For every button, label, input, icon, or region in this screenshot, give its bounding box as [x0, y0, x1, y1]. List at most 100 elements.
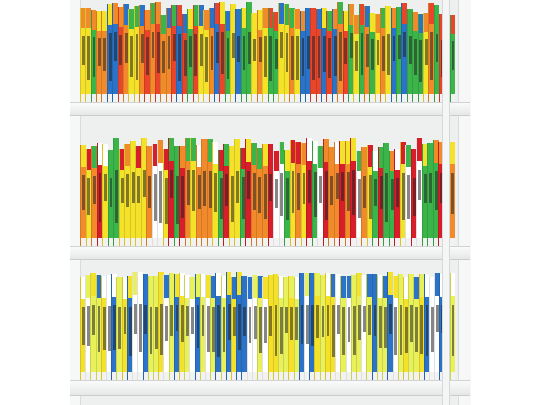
book-spine-band: [373, 151, 379, 171]
book-spine-foot: [423, 94, 429, 102]
book-spine: [228, 146, 235, 246]
book-spine-title: [201, 305, 205, 336]
book-spine-title: [412, 178, 416, 216]
book-spine-title: [408, 36, 412, 64]
book-spine-band: [381, 8, 386, 28]
book-spine-foot: [138, 372, 143, 380]
book-spine: [176, 5, 183, 102]
book-spine-foot: [428, 238, 434, 246]
book-spine-title: [98, 38, 101, 66]
book-spine-title: [378, 306, 382, 348]
book-spine: [449, 273, 455, 380]
book-spine: [80, 277, 86, 380]
book-spine: [251, 275, 258, 380]
book-spine: [413, 277, 419, 380]
book-spine-foot: [268, 372, 274, 380]
book-spine-band: [113, 3, 118, 24]
book-spine-title: [371, 39, 375, 70]
book-spine: [337, 2, 343, 102]
book-spine-foot: [398, 372, 404, 380]
book-spine-band: [370, 13, 376, 32]
book-spine-foot: [414, 372, 419, 380]
book-spine-band: [413, 12, 418, 31]
book-spine: [184, 138, 191, 246]
book-spine-band: [169, 138, 175, 161]
book-spine-title: [87, 178, 91, 215]
book-spine-foot: [101, 372, 107, 380]
book-spine: [418, 274, 425, 380]
book-spine-title: [175, 176, 179, 224]
book-spine-title: [238, 304, 241, 350]
book-spine-band: [179, 273, 185, 296]
book-spine-band: [177, 5, 183, 26]
book-spine-band: [402, 3, 408, 24]
book-spine-band: [129, 9, 134, 29]
book-spine: [428, 3, 434, 102]
book-spine-foot: [97, 94, 102, 102]
book-spine: [85, 8, 92, 102]
book-spine-band: [92, 146, 97, 168]
book-spine-title: [81, 175, 85, 210]
book-spine: [311, 141, 318, 246]
book-spine: [310, 8, 317, 102]
book-spine-band: [114, 138, 119, 161]
book-spine-foot: [341, 372, 347, 380]
book-spine-foot: [301, 238, 307, 246]
book-spine-band: [86, 275, 91, 298]
book-spine-band: [391, 8, 397, 28]
book-spine: [106, 275, 112, 380]
book-spine-band: [150, 3, 156, 24]
book-spine-title: [98, 173, 102, 222]
book-spine: [241, 276, 248, 380]
book-spine-title: [344, 38, 348, 64]
book-spine-foot: [407, 94, 413, 102]
book-spine: [374, 14, 381, 102]
book-spine-foot: [141, 238, 147, 246]
book-spine-title: [376, 40, 380, 65]
book-spine: [246, 277, 253, 380]
book-spine-foot: [263, 94, 268, 102]
book-spine-band: [327, 11, 333, 31]
book-spine-foot: [174, 238, 180, 246]
book-spine: [345, 276, 352, 380]
book-spine-title: [186, 306, 189, 336]
book-spine-band: [351, 138, 357, 161]
book-spine: [272, 274, 279, 380]
book-spine-band: [429, 277, 435, 299]
book-spine-foot: [433, 238, 439, 246]
book-spine-title: [258, 37, 262, 62]
book-spine-title: [451, 41, 455, 70]
book-spine-foot: [439, 238, 445, 246]
book-spine-title: [430, 307, 434, 352]
book-spine-foot: [169, 372, 175, 380]
book-spine-foot: [236, 94, 242, 102]
book-spine-foot: [153, 372, 159, 380]
book-spine-title: [279, 307, 283, 354]
book-spine-band: [159, 272, 164, 295]
book-spine-foot: [372, 372, 378, 380]
book-spine-band: [198, 5, 204, 26]
book-spine: [256, 10, 263, 102]
book-spine: [382, 276, 388, 380]
book-spine-band: [268, 8, 274, 28]
book-spine-foot: [354, 94, 359, 102]
book-spine-foot: [364, 94, 370, 102]
book-spine-foot: [300, 94, 306, 102]
book-spine-foot: [367, 372, 373, 380]
book-spine-title: [135, 34, 139, 80]
book-spine: [234, 139, 241, 246]
book-spine-foot: [351, 372, 357, 380]
book-spine-foot: [377, 372, 383, 380]
book-spine-band: [284, 4, 290, 25]
book-spine: [410, 149, 417, 246]
book-spine-band: [362, 275, 367, 298]
book-spine-foot: [118, 94, 124, 102]
book-spine: [80, 8, 86, 102]
book-spine-foot: [279, 238, 285, 246]
book-spine-band: [400, 142, 406, 164]
book-spine: [293, 277, 300, 380]
book-spine-foot: [450, 238, 455, 246]
book-spine-title: [399, 305, 403, 355]
book-spine-band: [279, 142, 285, 164]
book-spine-foot: [290, 238, 296, 246]
